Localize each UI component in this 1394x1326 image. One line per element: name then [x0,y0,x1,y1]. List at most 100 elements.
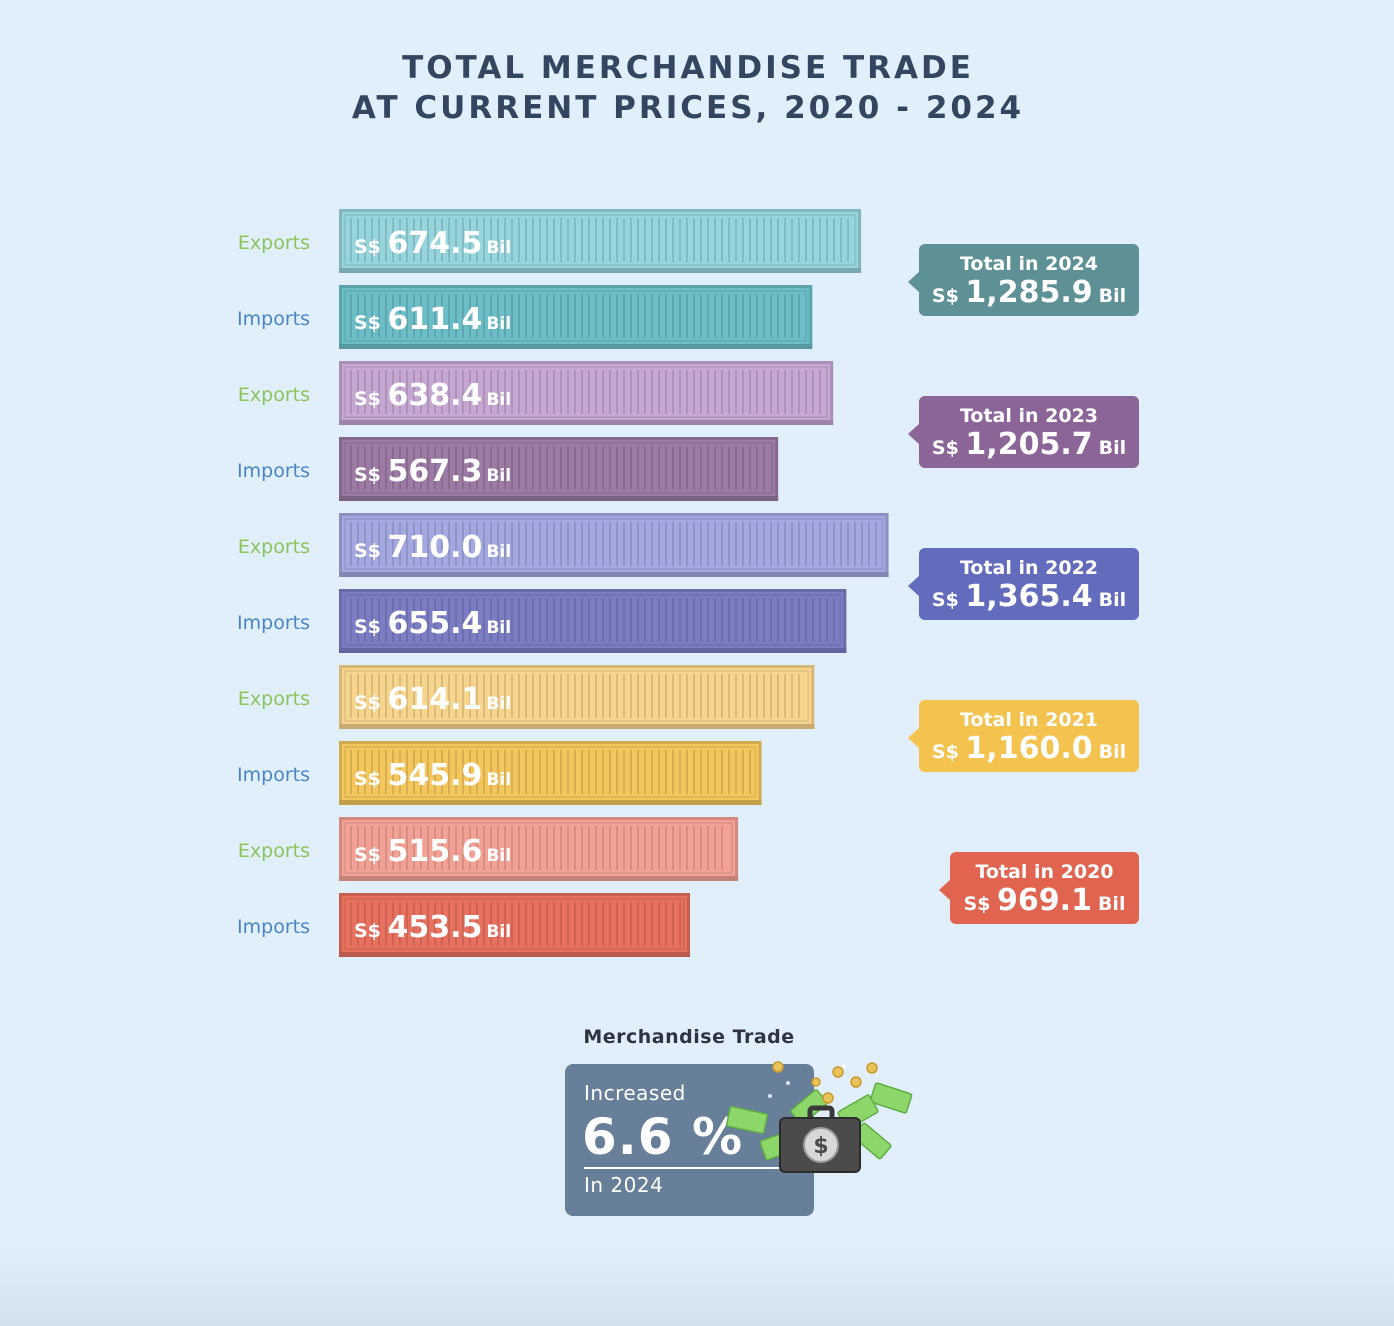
bar-ribs [350,674,800,718]
bar-rail [339,496,779,501]
bar-2023-imports: S$ 567.3 Bil [339,437,779,501]
trade-bar-chart: Exports S$ 674.5 Bil Imports S$ 611.4 Bil Expo… [237,209,1139,957]
bar-2022-imports: S$ 655.4 Bil [339,589,847,653]
total-callout-value: S$ 1,205.7 Bil [932,427,1126,462]
total-callout-title: Total in 2022 [960,557,1098,579]
total-callout-title: Total in 2020 [975,861,1113,883]
bar-2021-exports: S$ 614.1 Bil [339,665,815,729]
total-callout-pointer [908,423,920,445]
bar-value-label: S$ 638.4 Bil [354,378,511,413]
bar-value-label: S$ 545.9 Bil [354,758,511,793]
total-callout-box [919,548,1139,620]
kpi-label: Increased [584,1081,686,1105]
kpi-divider [584,1167,789,1169]
bar-rail [339,800,762,805]
bar-value-label: S$ 453.5 Bil [354,910,511,945]
total-callout-box [919,396,1139,468]
bar-inner-frame [344,898,685,950]
kpi-card: Increased 6.6 % In 2024 [565,1064,814,1216]
kpi-heading: Merchandise Trade [583,1026,795,1048]
bar-category-label: Imports [237,612,310,634]
bar-rail [339,344,813,349]
money-briefcase-icon: $ [725,1061,913,1173]
bar-ribs [350,598,835,642]
kpi-value: 6.6 % [582,1108,744,1166]
bar-category-label: Imports [237,916,310,938]
bar-2020-imports: S$ 453.5 Bil [339,893,691,957]
title-line-2: AT CURRENT PRICES, 2020 - 2024 [351,90,1025,126]
bar-ribs [350,218,849,262]
bar-rail [339,648,847,653]
bar-value-label: S$ 515.6 Bil [354,834,511,869]
bar-inner-frame [344,518,884,570]
bar-inner-frame [344,746,757,798]
bar-inner-frame [344,670,810,722]
bar-value-label: S$ 614.1 Bil [354,682,511,717]
bar-inner-frame [344,290,807,342]
bar-ribs [350,446,765,490]
total-callout-pointer [908,575,920,597]
total-callout-value: S$ 1,160.0 Bil [932,731,1126,766]
title-line-1: TOTAL MERCHANDISE TRADE [402,50,974,86]
bar-inner-frame [344,594,842,646]
bottom-shade [0,1246,1394,1326]
bar-2020-exports: S$ 515.6 Bil [339,817,739,881]
total-callout-box [919,700,1139,772]
bar-rail [339,268,862,273]
total-callout-value: S$ 969.1 Bil [964,883,1126,918]
bar-2023-exports: S$ 638.4 Bil [339,361,834,425]
total-callout-box [919,244,1139,316]
kpi-sub: In 2024 [584,1173,664,1197]
bar-value-label: S$ 674.5 Bil [354,226,511,261]
bar-ribs [350,294,800,338]
bar-ribs [350,370,821,414]
bar-rect [339,437,779,501]
total-callout-box [950,852,1139,924]
total-callout-title: Total in 2023 [960,405,1098,427]
total-callout-pointer [908,271,920,293]
bar-rect [339,589,847,653]
bar-rail [339,420,834,425]
svg-text:$: $ [813,1134,828,1159]
bar-ribs [350,522,877,566]
bar-rail [339,572,889,577]
bar-inner-frame [344,442,773,494]
bar-2022-exports: S$ 710.0 Bil [339,513,889,577]
bar-rect [339,741,762,805]
bar-category-label: Exports [238,840,310,862]
chart-title: TOTAL MERCHANDISE TRADE AT CURRENT PRICE… [0,48,1376,128]
bar-rail [339,952,691,957]
bar-category-label: Exports [238,232,310,254]
bar-category-label: Exports [238,688,310,710]
bar-category-label: Exports [238,384,310,406]
bar-inner-frame [344,822,733,874]
bar-2024-exports: S$ 674.5 Bil [339,209,862,273]
total-callout-pointer [939,879,951,901]
bar-category-label: Imports [237,764,310,786]
bar-rail [339,724,815,729]
bar-value-label: S$ 710.0 Bil [354,530,511,565]
bar-rail [339,876,739,881]
bar-rect [339,209,862,273]
total-callout-title: Total in 2021 [960,709,1098,731]
bar-value-label: S$ 567.3 Bil [354,454,511,489]
total-callout-title: Total in 2024 [960,253,1098,275]
total-callout-value: S$ 1,365.4 Bil [932,579,1126,614]
total-callout-value: S$ 1,285.9 Bil [932,275,1126,310]
bar-category-label: Exports [238,536,310,558]
bar-value-label: S$ 611.4 Bil [354,302,511,337]
bar-ribs [350,750,751,794]
bar-ribs [350,826,723,870]
bar-2024-imports: S$ 611.4 Bil [339,285,813,349]
bar-category-label: Imports [237,308,310,330]
bar-inner-frame [344,214,856,266]
bar-rect [339,513,889,577]
bar-value-label: S$ 655.4 Bil [354,606,511,641]
total-callout-pointer [908,727,920,749]
bar-rect [339,817,739,881]
